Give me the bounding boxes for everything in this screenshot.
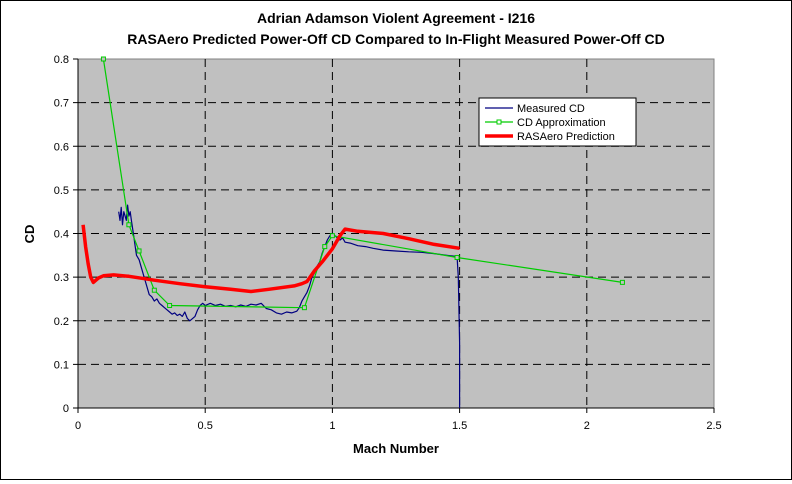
x-tick-label: 0: [75, 420, 81, 432]
y-tick-label: 0.8: [54, 54, 69, 66]
cd-approx-marker: [136, 248, 142, 254]
x-axis-label: Mach Number: [353, 441, 439, 456]
y-tick-label: 0.4: [54, 229, 69, 241]
legend-label-2: CD Approximation: [517, 117, 606, 129]
series-line-2: [102, 58, 623, 309]
y-tick-label: 0.1: [54, 359, 69, 371]
legend-marker: [496, 119, 502, 125]
chart-subtitle: RASAero Predicted Power-Off CD Compared …: [127, 31, 665, 47]
grid-layer: [78, 59, 714, 408]
y-tick-label: 0.5: [54, 185, 69, 197]
series-layer: [81, 56, 625, 408]
y-tick-label: 0.3: [54, 272, 69, 284]
x-tick-label: 2.5: [706, 420, 721, 432]
y-tick-label: 0.2: [54, 316, 69, 328]
y-tick-label: 0.7: [54, 98, 69, 110]
legend: Measured CD CD Approximation RASAero Predi…: [478, 97, 637, 147]
cd-approx-marker: [126, 222, 132, 228]
series-line-3: [81, 224, 460, 294]
legend-label-3: RASAero Prediction: [517, 131, 615, 143]
cd-approx-marker: [167, 302, 173, 308]
y-tick-label: 0.6: [54, 141, 69, 153]
y-tick-label: 0: [63, 403, 69, 415]
legend-items: Measured CD CD Approximation RASAero Predi…: [485, 103, 615, 143]
x-tick-label: 1: [329, 420, 335, 432]
chart-title: Adrian Adamson Violent Agreement - I216: [257, 10, 535, 26]
cd-approx-marker: [329, 233, 335, 239]
x-tick-label: 0.5: [198, 420, 213, 432]
cd-approx-marker: [619, 279, 625, 285]
cd-approx-marker: [100, 56, 106, 62]
cd-approx-marker: [151, 287, 157, 293]
legend-label-1: Measured CD: [517, 103, 585, 115]
tick-layer: 0 0.5 1 1.5 2 2.5 0 0.1 0.2 0.3 0.4 0.5 0.6 0.7 0.8: [54, 54, 722, 432]
y-axis-label: CD: [22, 225, 37, 244]
cd-approx-marker: [454, 254, 460, 260]
cd-approx-marker: [301, 305, 307, 311]
x-tick-label: 1.5: [452, 420, 467, 432]
x-tick-label: 2: [584, 420, 590, 432]
cd-approx-marker: [322, 244, 328, 250]
